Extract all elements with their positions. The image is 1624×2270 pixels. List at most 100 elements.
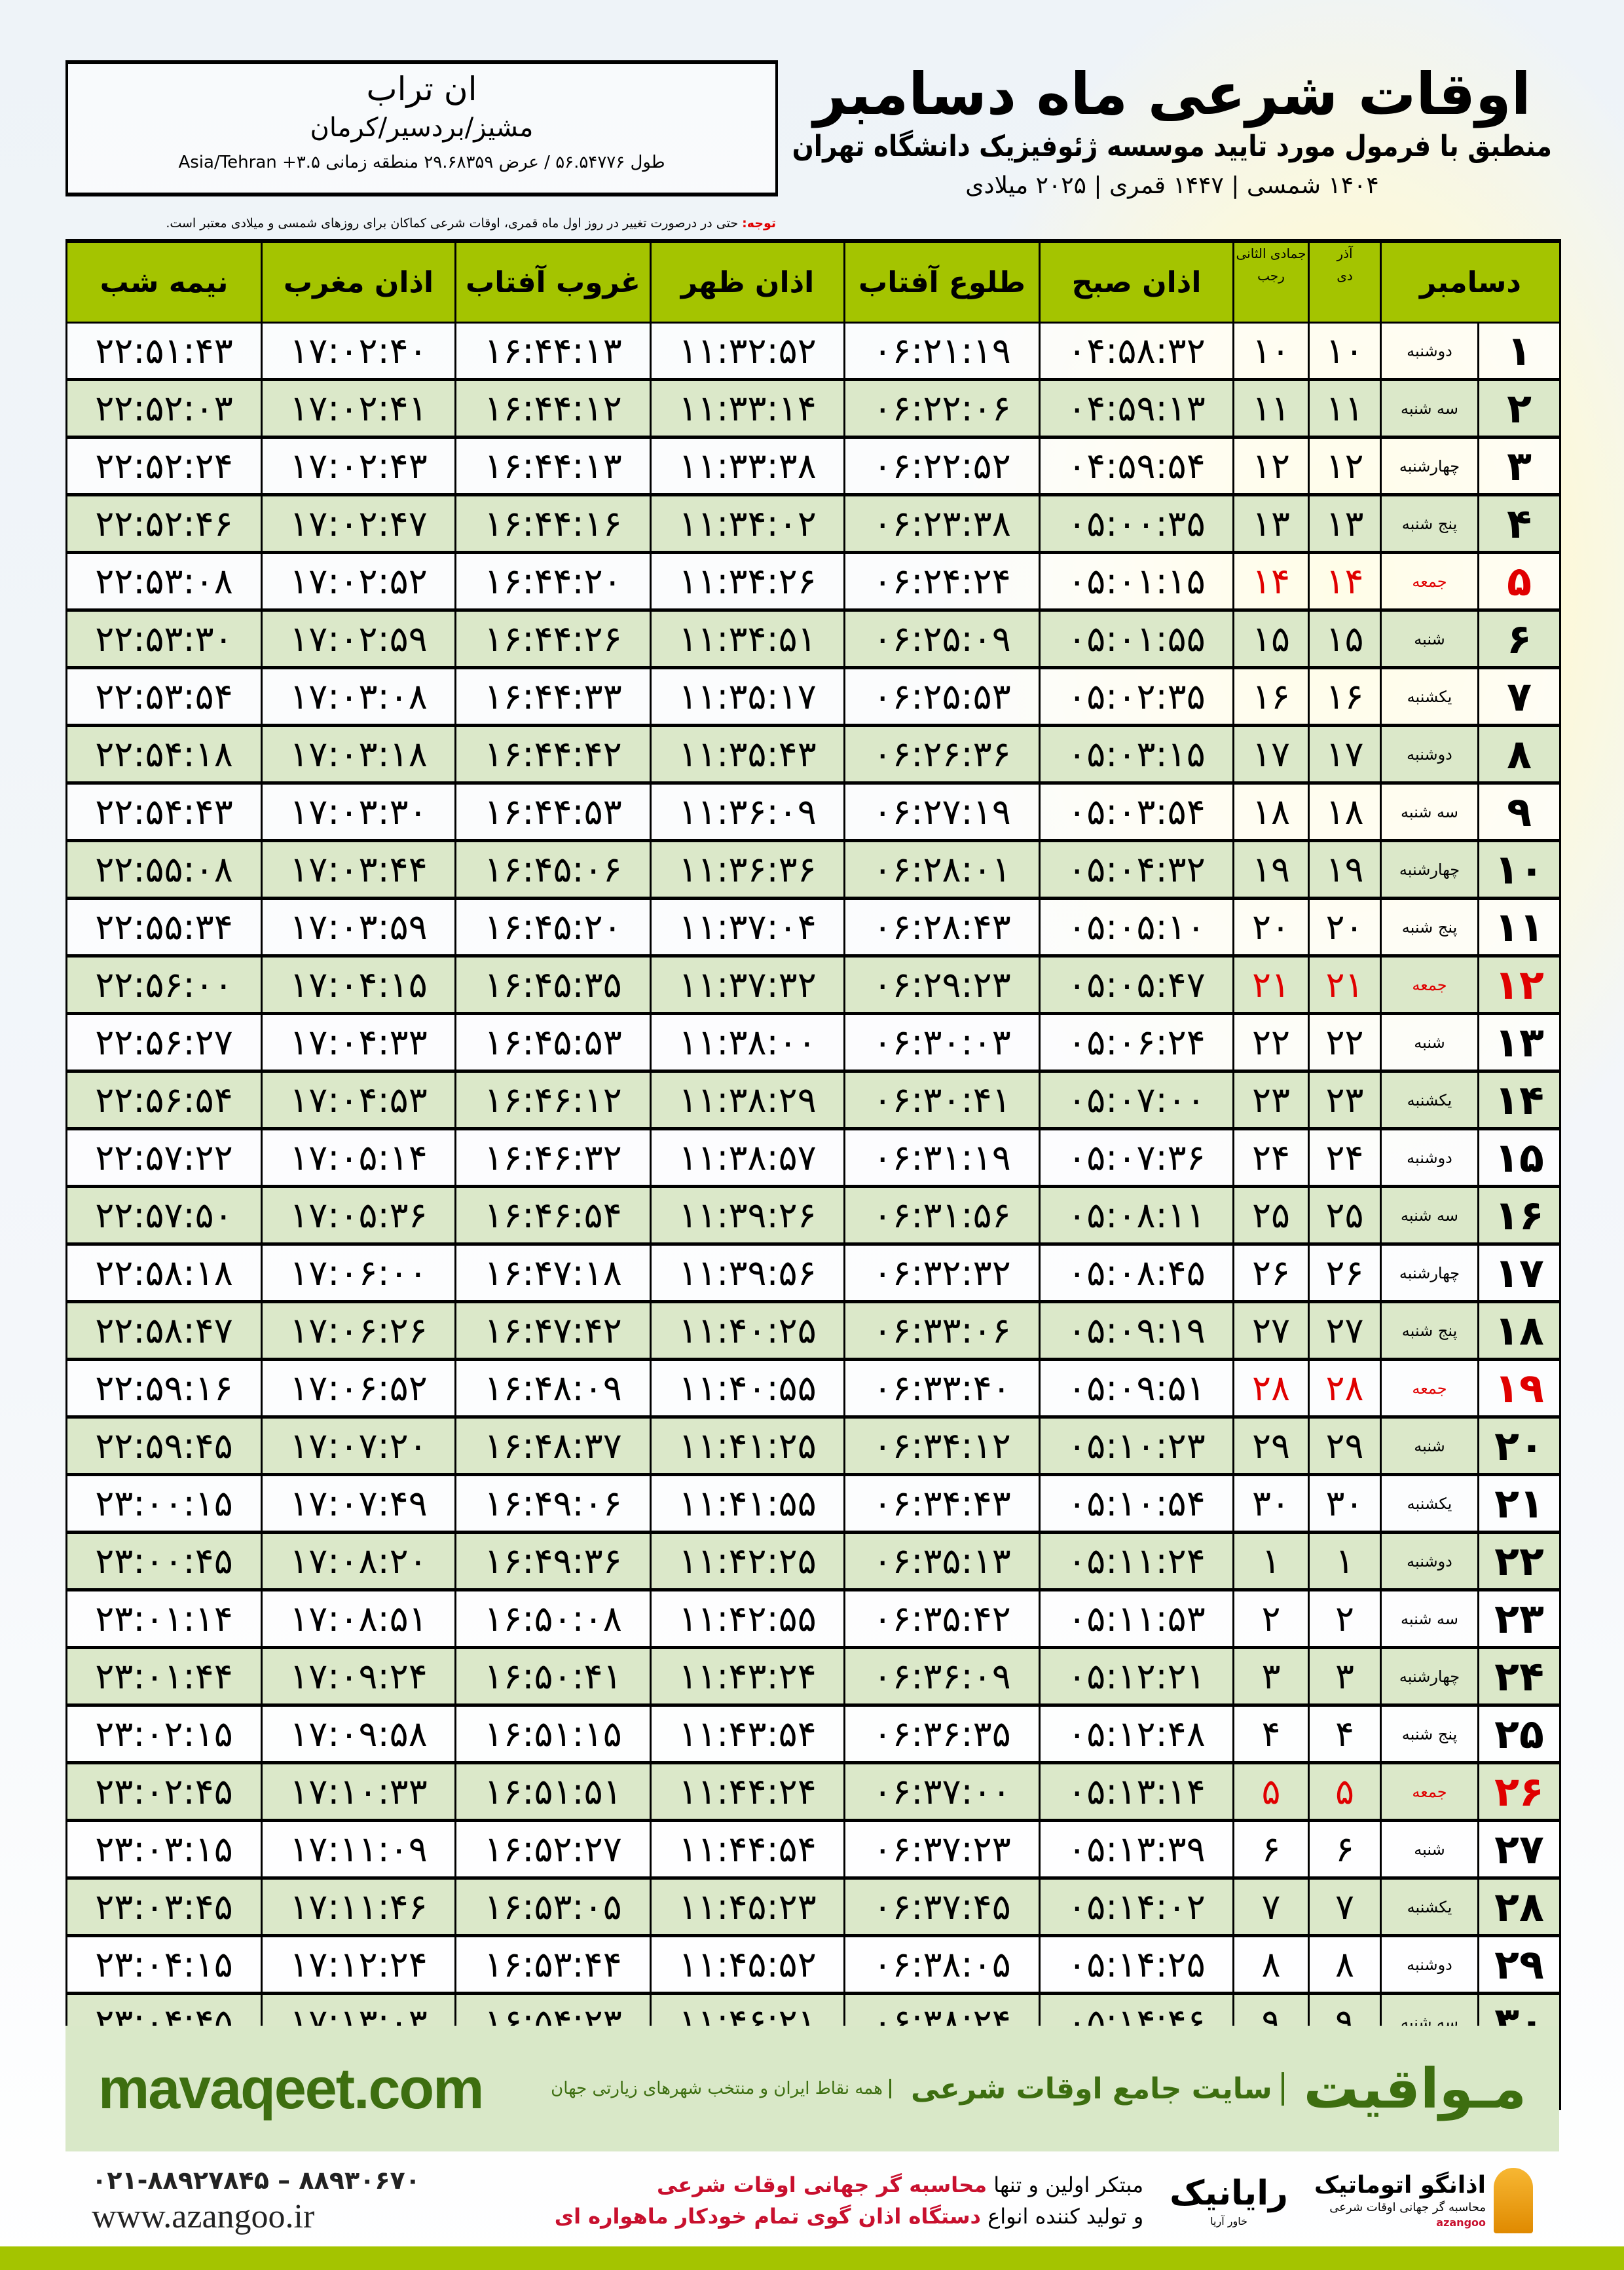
cell-sunrise: ۰۶:۳۰:۴۱ — [843, 1070, 1041, 1130]
cell-sunset: ۱۶:۴۴:۱۳ — [454, 322, 652, 381]
cell-weekday: جمعه — [1379, 1762, 1480, 1822]
table-row: ۳ چهارشنبه ۱۲ ۱۲ ۰۴:۵۹:۵۴ ۰۶:۲۲:۵۲ ۱۱:۳۳:۳۸ ۱۶:… — [65, 436, 1562, 496]
cell-dhuhr: ۱۱:۴۰:۲۵ — [650, 1301, 845, 1361]
cell-persian-day: ۲۱ — [1308, 955, 1382, 1015]
cell-sunset: ۱۶:۵۳:۰۵ — [454, 1877, 652, 1937]
cell-fajr: ۰۵:۰۰:۳۵ — [1039, 494, 1234, 554]
cell-persian-day: ۲۶ — [1308, 1243, 1382, 1303]
cell-midnight: ۲۲:۵۶:۲۷ — [65, 1013, 263, 1073]
cell-midnight: ۲۲:۵۱:۴۳ — [65, 322, 263, 381]
table-row: ۸ دوشنبه ۱۷ ۱۷ ۰۵:۰۳:۱۵ ۰۶:۲۶:۳۶ ۱۱:۳۵:۴۳ ۱۶:۴۴… — [65, 724, 1562, 785]
cell-sunrise: ۰۶:۳۳:۰۶ — [843, 1301, 1041, 1361]
cell-fajr: ۰۵:۰۳:۱۵ — [1039, 724, 1234, 785]
cell-dhuhr: ۱۱:۴۲:۵۵ — [650, 1589, 845, 1649]
cell-weekday: یکشنبه — [1379, 667, 1480, 727]
table-row: ۶ شنبه ۱۵ ۱۵ ۰۵:۰۱:۵۵ ۰۶:۲۵:۰۹ ۱۱:۳۴:۵۱ ۱۶:۴۴:۲… — [65, 609, 1562, 669]
cell-midnight: ۲۲:۵۵:۳۴ — [65, 897, 263, 958]
cell-hijri-day: ۱۱ — [1232, 379, 1310, 439]
cell-sunrise: ۰۶:۲۵:۵۳ — [843, 667, 1041, 727]
azangoo-url[interactable]: www.azangoo.ir — [92, 2198, 315, 2235]
cell-sunrise: ۰۶:۲۷:۱۹ — [843, 782, 1041, 842]
table-row: ۱۱ پنج شنبه ۲۰ ۲۰ ۰۵:۰۵:۱۰ ۰۶:۲۸:۴۳ ۱۱:۳۷:۰۴ ۱۶… — [65, 897, 1562, 958]
cell-persian-day: ۲۲ — [1308, 1013, 1382, 1073]
page-subtitle: منطبق با فرمول مورد تایید موسسه ژئوفیزیک… — [792, 130, 1552, 163]
cell-fajr: ۰۵:۱۲:۲۱ — [1039, 1647, 1234, 1707]
table-row: ۱۴ یکشنبه ۲۳ ۲۳ ۰۵:۰۷:۰۰ ۰۶:۳۰:۴۱ ۱۱:۳۸:۲۹ ۱۶:۴… — [65, 1070, 1562, 1130]
cell-hijri-day: ۱۶ — [1232, 667, 1310, 727]
cell-fajr: ۰۵:۰۷:۰۰ — [1039, 1070, 1234, 1130]
cell-sunset: ۱۶:۴۴:۱۶ — [454, 494, 652, 554]
cell-weekday: دوشنبه — [1379, 724, 1480, 785]
mavaqeet-url[interactable]: mavaqeet.com — [98, 2056, 484, 2121]
table-row: ۲۷ شنبه ۶ ۶ ۰۵:۱۳:۳۹ ۰۶:۳۷:۲۳ ۱۱:۴۴:۵۴ ۱۶:۵۲:۲۷… — [65, 1819, 1562, 1880]
cell-day: ۳ — [1477, 436, 1562, 496]
note-label: توجه: — [742, 216, 776, 231]
cell-day: ۲۴ — [1477, 1647, 1562, 1707]
cell-sunrise: ۰۶:۲۵:۰۹ — [843, 609, 1041, 669]
cell-day: ۲۲ — [1477, 1531, 1562, 1591]
table-row: ۱۸ پنج شنبه ۲۷ ۲۷ ۰۵:۰۹:۱۹ ۰۶:۳۳:۰۶ ۱۱:۴۰:۲۵ ۱۶… — [65, 1301, 1562, 1361]
header-hijri-month-bottom: رجب — [1257, 268, 1285, 284]
cell-day: ۱ — [1477, 322, 1562, 381]
cell-maghrib: ۱۷:۰۳:۳۰ — [261, 782, 456, 842]
cell-sunset: ۱۶:۴۸:۰۹ — [454, 1358, 652, 1419]
cell-sunrise: ۰۶:۲۲:۵۲ — [843, 436, 1041, 496]
cell-persian-day: ۱۸ — [1308, 782, 1382, 842]
cell-fajr: ۰۵:۱۱:۵۳ — [1039, 1589, 1234, 1649]
cell-maghrib: ۱۷:۰۸:۵۱ — [261, 1589, 456, 1649]
cell-sunrise: ۰۶:۲۸:۴۳ — [843, 897, 1041, 958]
cell-sunrise: ۰۶:۳۶:۳۵ — [843, 1704, 1041, 1764]
cell-weekday: شنبه — [1379, 1416, 1480, 1476]
cell-day: ۲۳ — [1477, 1589, 1562, 1649]
table-header-row: دسامبر آذر دی جمادی الثانی رجب اذان صبح طل… — [65, 239, 1562, 324]
cell-sunset: ۱۶:۴۹:۳۶ — [454, 1531, 652, 1591]
cell-sunset: ۱۶:۴۴:۴۲ — [454, 724, 652, 785]
cell-persian-day: ۲۹ — [1308, 1416, 1382, 1476]
cell-dhuhr: ۱۱:۴۲:۲۵ — [650, 1531, 845, 1591]
cell-persian-day: ۵ — [1308, 1762, 1382, 1822]
table-row: ۲۱ یکشنبه ۳۰ ۳۰ ۰۵:۱۰:۵۴ ۰۶:۳۴:۴۳ ۱۱:۴۱:۵۵ ۱۶:۴… — [65, 1474, 1562, 1534]
header-sunset: غروب آفتاب — [454, 239, 652, 324]
cell-sunset: ۱۶:۴۵:۵۳ — [454, 1013, 652, 1073]
note-text: حتی در درصورت تغییر در روز اول ماه قمری،… — [166, 216, 743, 231]
cell-maghrib: ۱۷:۰۴:۳۳ — [261, 1013, 456, 1073]
cell-hijri-day: ۲۰ — [1232, 897, 1310, 958]
table-row: ۱ دوشنبه ۱۰ ۱۰ ۰۴:۵۸:۳۲ ۰۶:۲۱:۱۹ ۱۱:۳۲:۵۲ ۱۶:۴۴… — [65, 322, 1562, 381]
cell-fajr: ۰۵:۰۲:۳۵ — [1039, 667, 1234, 727]
cell-day: ۱۵ — [1477, 1128, 1562, 1188]
cell-hijri-day: ۱۲ — [1232, 436, 1310, 496]
cell-persian-day: ۱۰ — [1308, 322, 1382, 381]
cell-persian-day: ۱۴ — [1308, 551, 1382, 612]
mavaqeet-tagline-secondary: همه نقاط ایران و منتخب شهرهای زیارتی جها… — [551, 2079, 892, 2098]
cell-maghrib: ۱۷:۰۶:۲۶ — [261, 1301, 456, 1361]
cell-day: ۱۳ — [1477, 1013, 1562, 1073]
table-row: ۱۰ چهارشنبه ۱۹ ۱۹ ۰۵:۰۴:۳۲ ۰۶:۲۸:۰۱ ۱۱:۳۶:۳۶ ۱۶… — [65, 840, 1562, 900]
cell-persian-day: ۱۷ — [1308, 724, 1382, 785]
cell-weekday: شنبه — [1379, 609, 1480, 669]
cell-day: ۱۷ — [1477, 1243, 1562, 1303]
cell-sunrise: ۰۶:۳۲:۳۲ — [843, 1243, 1041, 1303]
cell-dhuhr: ۱۱:۳۲:۵۲ — [650, 322, 845, 381]
cell-weekday: سه شنبه — [1379, 782, 1480, 842]
cell-maghrib: ۱۷:۰۸:۲۰ — [261, 1531, 456, 1591]
cell-persian-day: ۱ — [1308, 1531, 1382, 1591]
location-coordinates: طول ۵۶.۵۴۷۷۶ / عرض ۲۹.۶۸۳۵۹ منطقه زمانی … — [178, 153, 665, 172]
header-dhuhr: اذان ظهر — [650, 239, 845, 324]
cell-fajr: ۰۵:۰۱:۵۵ — [1039, 609, 1234, 669]
table-row: ۲۳ سه شنبه ۲ ۲ ۰۵:۱۱:۵۳ ۰۶:۳۵:۴۲ ۱۱:۴۲:۵۵ ۱۶:۵۰… — [65, 1589, 1562, 1649]
table-row: ۱۳ شنبه ۲۲ ۲۲ ۰۵:۰۶:۲۴ ۰۶:۳۰:۰۳ ۱۱:۳۸:۰۰ ۱۶:۴۵:… — [65, 1013, 1562, 1073]
cell-dhuhr: ۱۱:۳۶:۰۹ — [650, 782, 845, 842]
cell-hijri-day: ۲۷ — [1232, 1301, 1310, 1361]
table-row: ۴ پنج شنبه ۱۳ ۱۳ ۰۵:۰۰:۳۵ ۰۶:۲۳:۳۸ ۱۱:۳۴:۰۲ ۱۶:… — [65, 494, 1562, 554]
cell-hijri-day: ۲۳ — [1232, 1070, 1310, 1130]
cell-fajr: ۰۵:۱۰:۵۴ — [1039, 1474, 1234, 1534]
cell-sunset: ۱۶:۴۵:۰۶ — [454, 840, 652, 900]
cell-fajr: ۰۵:۱۳:۳۹ — [1039, 1819, 1234, 1880]
cell-day: ۱۴ — [1477, 1070, 1562, 1130]
cell-midnight: ۲۲:۵۴:۱۸ — [65, 724, 263, 785]
cell-hijri-day: ۲۹ — [1232, 1416, 1310, 1476]
page-header: اوقات شرعی ماه دسامبر منطبق با فرمول مور… — [792, 60, 1552, 202]
cell-sunrise: ۰۶:۲۲:۰۶ — [843, 379, 1041, 439]
header-month: دسامبر — [1379, 239, 1562, 324]
cell-hijri-day: ۲۵ — [1232, 1185, 1310, 1246]
